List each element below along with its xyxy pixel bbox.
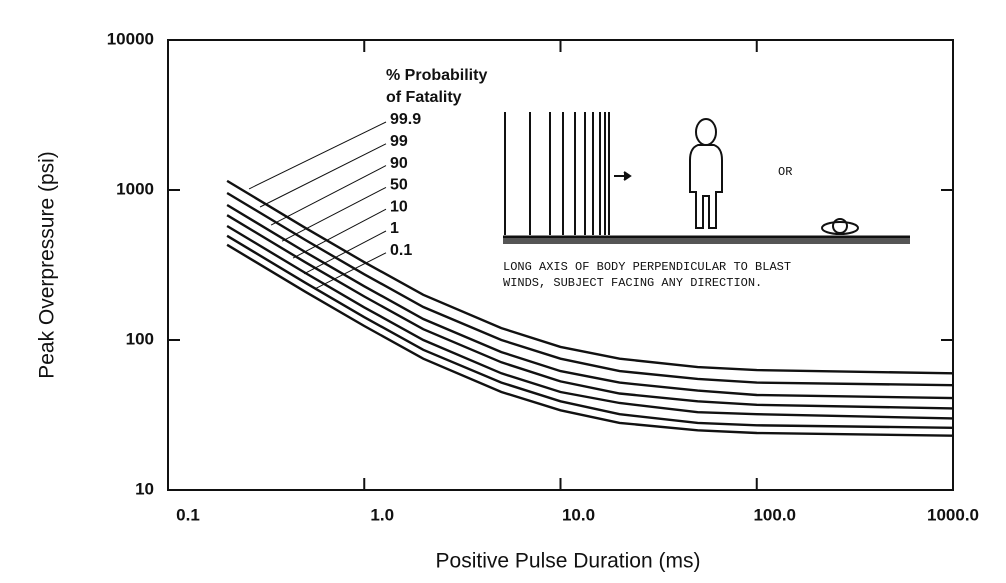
diagram: [503, 112, 910, 244]
legend-label: 50: [390, 177, 408, 194]
x-tick-label: 0.1: [176, 505, 200, 524]
annotation: LONG AXIS OF BODY PERPENDICULAR TO BLAST: [503, 260, 791, 274]
y-tick-label: 1000: [116, 179, 154, 198]
leader-line: [303, 230, 387, 275]
leader-line: [248, 121, 387, 190]
x-axis-label: Positive Pulse Duration (ms): [436, 550, 701, 573]
curve: [226, 234, 954, 429]
legend-title: of Fatality: [386, 89, 462, 106]
curve: [226, 243, 954, 437]
legend-label: 10: [390, 198, 408, 215]
x-tick-label: 1.0: [370, 505, 394, 524]
annotation: WINDS, SUBJECT FACING ANY DIRECTION.: [503, 276, 762, 290]
y-tick-label: 100: [126, 329, 154, 348]
y-axis-label: Peak Overpressure (psi): [36, 151, 59, 379]
leader-line: [281, 186, 387, 242]
diagram-label: OR: [778, 165, 792, 179]
x-tick-label: 100.0: [753, 505, 796, 524]
y-tick-label: 10: [135, 479, 154, 498]
curve: [226, 203, 954, 400]
legend-label: 1: [390, 220, 399, 237]
curve: [226, 191, 954, 387]
legend-label: 99: [390, 133, 408, 150]
curve: [226, 179, 954, 375]
leader-line: [292, 208, 387, 259]
legend-label: 90: [390, 155, 408, 172]
leader-line: [270, 165, 387, 226]
legend-label: 99.9: [390, 111, 421, 128]
leader-line: [314, 252, 387, 290]
leader-line: [259, 143, 387, 208]
curve: [226, 224, 954, 420]
legend-title: % Probability: [386, 67, 487, 84]
x-tick-label: 10.0: [562, 505, 595, 524]
curve: [226, 214, 954, 410]
y-tick-label: 10000: [107, 29, 154, 48]
legend-label: 0.1: [390, 242, 412, 259]
x-tick-label: 1000.0: [927, 505, 979, 524]
